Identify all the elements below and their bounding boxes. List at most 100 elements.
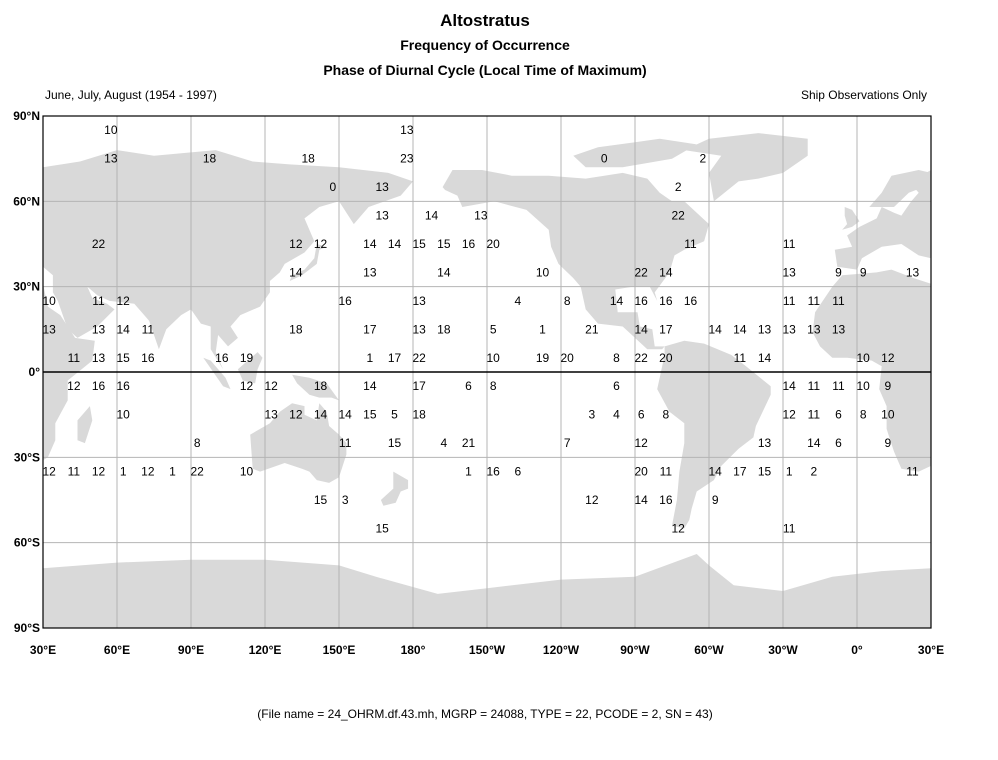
value-label: 13 <box>782 322 796 336</box>
value-label: 13 <box>758 322 772 336</box>
value-label: 13 <box>474 209 488 223</box>
value-label: 16 <box>338 294 352 308</box>
value-label: 15 <box>363 408 377 422</box>
value-label: 20 <box>560 351 574 365</box>
value-label: 3 <box>342 493 349 507</box>
value-label: 1 <box>465 465 472 479</box>
value-label: 12 <box>240 379 254 393</box>
value-label: 16 <box>659 294 673 308</box>
value-label: 11 <box>808 379 821 393</box>
value-label: 15 <box>388 436 402 450</box>
value-label: 11 <box>783 294 796 308</box>
value-label: 13 <box>832 322 846 336</box>
value-label: 10 <box>116 408 130 422</box>
value-label: 14 <box>610 294 624 308</box>
value-label: 14 <box>782 379 796 393</box>
value-label: 16 <box>141 351 155 365</box>
value-label: 11 <box>832 379 845 393</box>
value-label: 22 <box>412 351 426 365</box>
value-label: 5 <box>490 322 497 336</box>
lon-tick-label: 180° <box>401 643 426 657</box>
value-label: 9 <box>712 493 719 507</box>
value-label: 17 <box>659 322 673 336</box>
axis-labels: 90°N60°N30°N0°30°S60°S90°S30°E 60°E 90°E 12… <box>13 109 944 657</box>
value-label: 9 <box>860 265 867 279</box>
lon-tick-label: 60°E <box>104 643 130 657</box>
value-label: 12 <box>67 379 81 393</box>
value-label: 13 <box>412 322 426 336</box>
value-label: 17 <box>363 322 377 336</box>
value-label: 0 <box>329 180 336 194</box>
value-label: 1 <box>169 465 176 479</box>
value-label: 18 <box>203 152 217 166</box>
value-label: 12 <box>141 465 155 479</box>
value-label: 14 <box>708 465 722 479</box>
value-label: 11 <box>808 294 821 308</box>
value-label: 14 <box>363 379 377 393</box>
value-label: 17 <box>412 379 426 393</box>
value-label: 12 <box>585 493 599 507</box>
value-label: 13 <box>782 265 796 279</box>
landmass-new-guinea <box>292 374 339 401</box>
value-label: 0 <box>601 152 608 166</box>
chart-subtitle: Frequency of Occurrence <box>400 37 570 53</box>
value-label: 8 <box>662 408 669 422</box>
value-label: 16 <box>684 294 698 308</box>
value-label: 14 <box>659 265 673 279</box>
value-label: 16 <box>486 465 500 479</box>
landmass-australia <box>250 403 347 483</box>
lon-tick-label: 30°W <box>768 643 798 657</box>
landmass-north-america <box>442 170 709 350</box>
lat-tick-label: 60°N <box>13 194 40 208</box>
value-label: 14 <box>425 209 439 223</box>
value-label: 22 <box>671 209 685 223</box>
value-label: 13 <box>807 322 821 336</box>
value-label: 22 <box>190 465 204 479</box>
lat-tick-label: 90°N <box>13 109 40 123</box>
landmass-uk <box>842 207 860 230</box>
value-label: 14 <box>708 322 722 336</box>
value-label: 13 <box>375 209 389 223</box>
value-label: 10 <box>881 408 895 422</box>
value-label: 12 <box>671 521 685 535</box>
value-label: 22 <box>634 351 648 365</box>
lat-tick-label: 90°S <box>14 621 40 635</box>
map-frame <box>42 115 932 629</box>
value-label: 11 <box>906 465 919 479</box>
value-label: 1 <box>786 465 793 479</box>
value-label: 21 <box>462 436 476 450</box>
lon-tick-label: 30°E <box>30 643 56 657</box>
value-label: 11 <box>783 521 796 535</box>
value-label: 6 <box>835 408 842 422</box>
lon-tick-label: 120°E <box>249 643 282 657</box>
value-label: 20 <box>634 465 648 479</box>
landmass-scandinavia <box>869 170 931 207</box>
value-label: 16 <box>116 379 130 393</box>
value-label: 14 <box>388 237 402 251</box>
value-label: 13 <box>412 294 426 308</box>
value-label: 13 <box>906 265 920 279</box>
landmass-borneo <box>237 352 263 384</box>
value-label: 16 <box>462 237 476 251</box>
value-label: 12 <box>92 465 106 479</box>
file-info: (File name = 24_OHRM.df.43.mh, MGRP = 24… <box>257 707 713 721</box>
value-label: 1 <box>366 351 373 365</box>
value-label: 14 <box>733 322 747 336</box>
value-label: 13 <box>400 123 414 137</box>
landmass-sumatra <box>203 357 231 390</box>
value-label: 14 <box>758 351 772 365</box>
lon-tick-label: 90°W <box>620 643 650 657</box>
value-label: 18 <box>301 152 315 166</box>
lon-tick-label: 150°E <box>323 643 356 657</box>
value-label: 4 <box>440 436 447 450</box>
value-label: 12 <box>116 294 130 308</box>
value-label: 8 <box>490 379 497 393</box>
lat-tick-label: 30°S <box>14 450 40 464</box>
landmass-greenland <box>684 133 808 202</box>
value-label: 11 <box>808 408 821 422</box>
value-label: 9 <box>835 265 842 279</box>
value-label: 16 <box>92 379 106 393</box>
value-label: 2 <box>699 152 706 166</box>
